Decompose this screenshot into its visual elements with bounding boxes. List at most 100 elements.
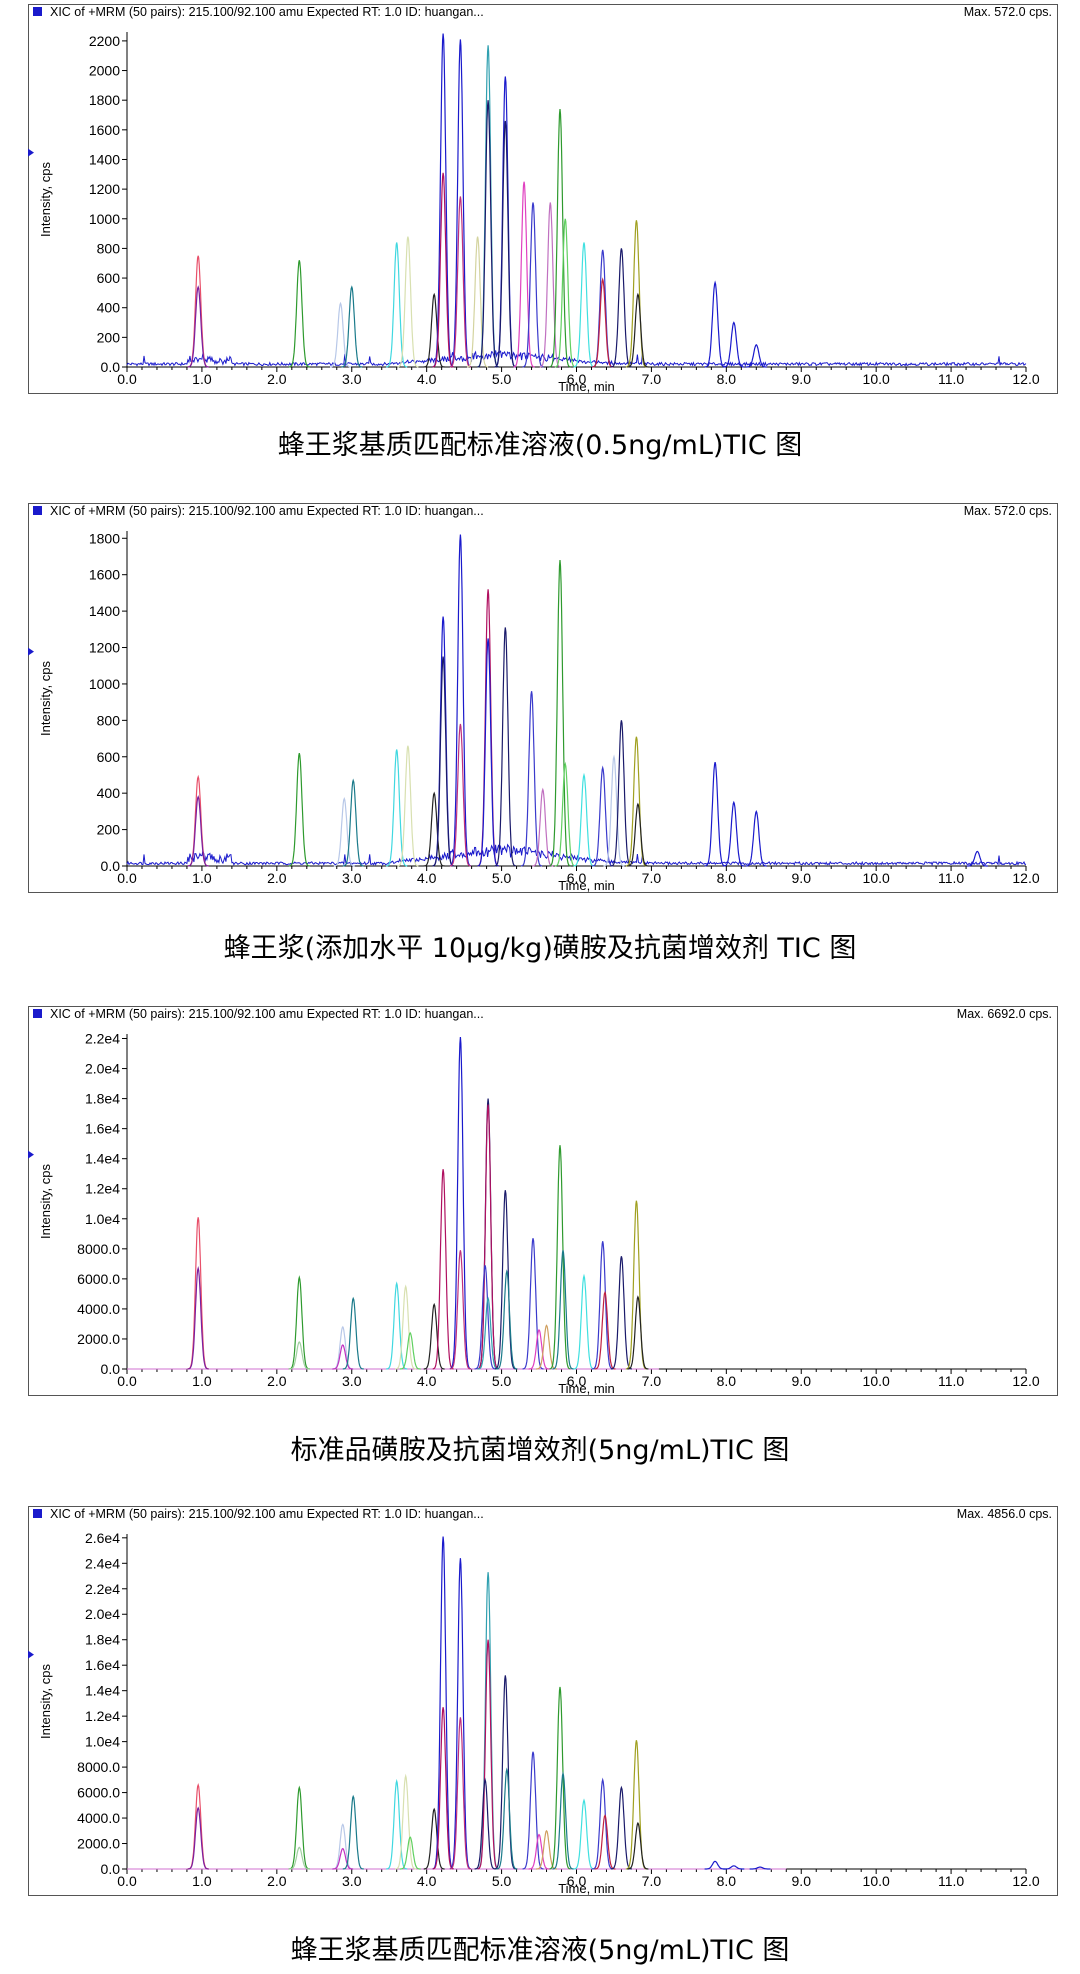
y-tick-label: 1600	[89, 567, 120, 583]
x-tick-label: 3.0	[342, 870, 362, 886]
x-tick-label: 2.0	[267, 371, 287, 387]
y-tick-label: 4000.0	[77, 1810, 120, 1826]
peak-trace	[449, 1036, 471, 1370]
y-tick-label: 2000	[89, 63, 120, 79]
y-tick-label: 8000.0	[77, 1241, 120, 1257]
y-tick-label: 1.8e4	[85, 1632, 120, 1648]
x-tick-label: 9.0	[792, 1373, 812, 1389]
peak-trace	[432, 1169, 454, 1370]
x-tick-label: 5.0	[492, 1373, 512, 1389]
baseline-trace	[126, 350, 1027, 368]
peak-trace	[627, 292, 649, 368]
y-tick-label: 800	[97, 240, 121, 256]
peak-trace	[288, 1846, 310, 1870]
peak-trace	[625, 220, 648, 368]
peak-trace	[723, 800, 745, 867]
intensity-marker-icon	[28, 148, 34, 157]
x-tick-label: 3.0	[342, 1373, 362, 1389]
peak-trace	[494, 627, 516, 867]
y-tick-label: 1000	[89, 676, 120, 692]
peak-trace	[449, 39, 471, 368]
peak-trace	[573, 1273, 595, 1370]
x-tick-label: 7.0	[642, 371, 662, 387]
x-tick-label: 6.0	[567, 1373, 587, 1389]
y-axis-label: Intensity, cps	[38, 661, 53, 736]
peak-trace	[610, 720, 633, 867]
x-tick-label: 2.0	[267, 1873, 287, 1889]
peak-trace	[610, 248, 633, 368]
y-tick-label: 1200	[89, 640, 120, 656]
y-tick-label: 1.2e4	[85, 1708, 120, 1724]
peak-trace	[625, 736, 648, 867]
x-tick-label: 4.0	[417, 870, 437, 886]
y-tick-label: 0.0	[101, 858, 121, 874]
peak-trace	[395, 1284, 417, 1370]
peak-trace	[552, 1250, 574, 1370]
y-tick-label: 1200	[89, 181, 120, 197]
peak-trace	[966, 850, 988, 867]
peak-trace	[592, 1777, 614, 1870]
y-tick-label: 1.2e4	[85, 1181, 120, 1197]
chart-header: XIC of +MRM (50 pairs): 215.100/92.100 a…	[50, 504, 484, 518]
y-tick-label: 8000.0	[77, 1759, 120, 1775]
peak-trace	[187, 1266, 209, 1370]
y-tick-label: 4000.0	[77, 1301, 120, 1317]
peak-trace	[592, 765, 614, 867]
peak-trace	[423, 1807, 445, 1870]
chromatogram-panel-3: XIC of +MRM (50 pairs): 215.100/92.100 a…	[28, 1006, 1058, 1396]
chromatogram-1: XIC of +MRM (50 pairs): 215.100/92.100 a…	[28, 4, 1058, 394]
x-tick-label: 0.0	[117, 1373, 137, 1389]
chart-frame	[28, 4, 1058, 394]
max-intensity-label: Max. 572.0 cps.	[964, 5, 1052, 19]
peak-trace	[522, 202, 544, 368]
x-tick-label: 8.0	[717, 1373, 737, 1389]
peak-trace	[332, 1344, 354, 1370]
peak-trace	[395, 1773, 417, 1870]
trace-marker-icon	[33, 1509, 42, 1518]
x-tick-label: 5.0	[492, 870, 512, 886]
y-tick-label: 6000.0	[77, 1785, 120, 1801]
peak-trace	[723, 321, 745, 368]
peak-trace	[342, 1296, 364, 1370]
peak-trace	[397, 745, 419, 867]
peak-trace	[554, 761, 576, 867]
max-intensity-label: Max. 572.0 cps.	[964, 504, 1052, 518]
y-tick-label: 1.0e4	[85, 1211, 120, 1227]
max-intensity-label: Max. 6692.0 cps.	[957, 1007, 1052, 1021]
x-tick-label: 9.0	[792, 870, 812, 886]
chromatogram-2: XIC of +MRM (50 pairs): 215.100/92.100 a…	[28, 503, 1058, 893]
y-tick-label: 1.0e4	[85, 1734, 120, 1750]
chromatogram-3: XIC of +MRM (50 pairs): 215.100/92.100 a…	[28, 1006, 1058, 1396]
x-tick-label: 4.0	[417, 1373, 437, 1389]
x-tick-label: 0.0	[117, 870, 137, 886]
figure-caption-4: 蜂王浆基质匹配标准溶液(5ng/mL)TIC 图	[290, 1935, 790, 1966]
x-tick-label: 1.0	[192, 1873, 212, 1889]
y-tick-label: 2.4e4	[85, 1555, 120, 1571]
x-axis-label: Time, min	[558, 878, 615, 893]
y-tick-label: 1600	[89, 122, 120, 138]
y-tick-label: 1.6e4	[85, 1657, 120, 1673]
y-tick-label: 0.0	[101, 1361, 121, 1377]
y-tick-label: 1.8e4	[85, 1091, 120, 1107]
figure-caption-3: 标准品磺胺及抗菌增效剂(5ng/mL)TIC 图	[290, 1435, 790, 1466]
y-tick-label: 200	[97, 329, 121, 345]
peak-trace	[423, 1302, 445, 1370]
peak-trace	[449, 1250, 471, 1370]
peak-trace	[474, 1777, 496, 1870]
x-tick-label: 5.0	[492, 371, 512, 387]
y-tick-label: 2.2e4	[85, 1581, 120, 1597]
y-tick-label: 1000	[89, 211, 120, 227]
peak-trace	[573, 242, 595, 368]
x-tick-label: 3.0	[342, 371, 362, 387]
peak-trace	[521, 691, 542, 867]
x-tick-label: 0.0	[117, 371, 137, 387]
x-tick-label: 7.0	[642, 1873, 662, 1889]
chart-header: XIC of +MRM (50 pairs): 215.100/92.100 a…	[50, 1007, 484, 1021]
x-tick-label: 12.0	[1012, 1373, 1039, 1389]
y-axis-label: Intensity, cps	[38, 162, 53, 237]
peak-trace	[288, 1785, 310, 1870]
peak-trace	[749, 1866, 771, 1870]
intensity-marker-icon	[28, 647, 34, 656]
chart-frame	[28, 1006, 1058, 1396]
peak-trace	[333, 796, 355, 867]
